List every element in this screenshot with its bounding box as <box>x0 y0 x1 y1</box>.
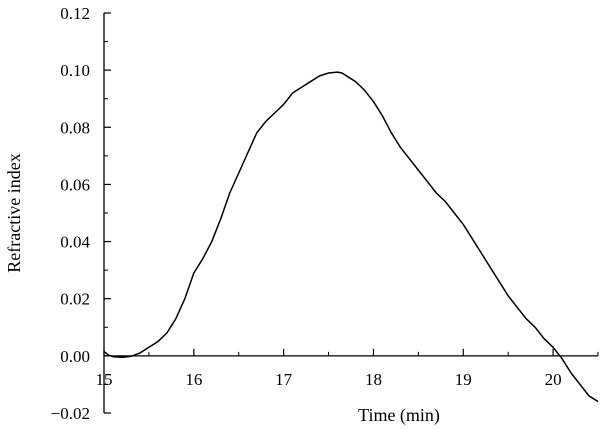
y-tick-label: 0.06 <box>60 175 90 194</box>
y-axis-title: Refractive index <box>4 153 24 272</box>
y-tick-label: 0.04 <box>60 233 90 252</box>
y-tick-label: 0.02 <box>60 290 90 309</box>
x-tick-label: 17 <box>275 370 293 389</box>
y-tick-label: −0.02 <box>51 404 90 423</box>
x-tick-label: 19 <box>455 370 472 389</box>
y-axis-ticks: −0.02 0.00 0.02 0.04 0.06 0.08 0.10 0.12 <box>51 4 111 423</box>
x-tick-label: 20 <box>545 370 562 389</box>
y-tick-label: 0.12 <box>60 4 90 23</box>
y-tick-label: 0.10 <box>60 61 90 80</box>
y-tick-label: 0.08 <box>60 118 90 137</box>
x-axis-ticks: 15 16 17 18 19 20 <box>96 348 599 389</box>
x-tick-label: 18 <box>365 370 382 389</box>
series-line <box>103 71 599 403</box>
x-axis-title: Time (min) <box>358 405 440 426</box>
x-tick-label: 16 <box>185 370 202 389</box>
y-tick-label: 0.00 <box>60 347 90 366</box>
